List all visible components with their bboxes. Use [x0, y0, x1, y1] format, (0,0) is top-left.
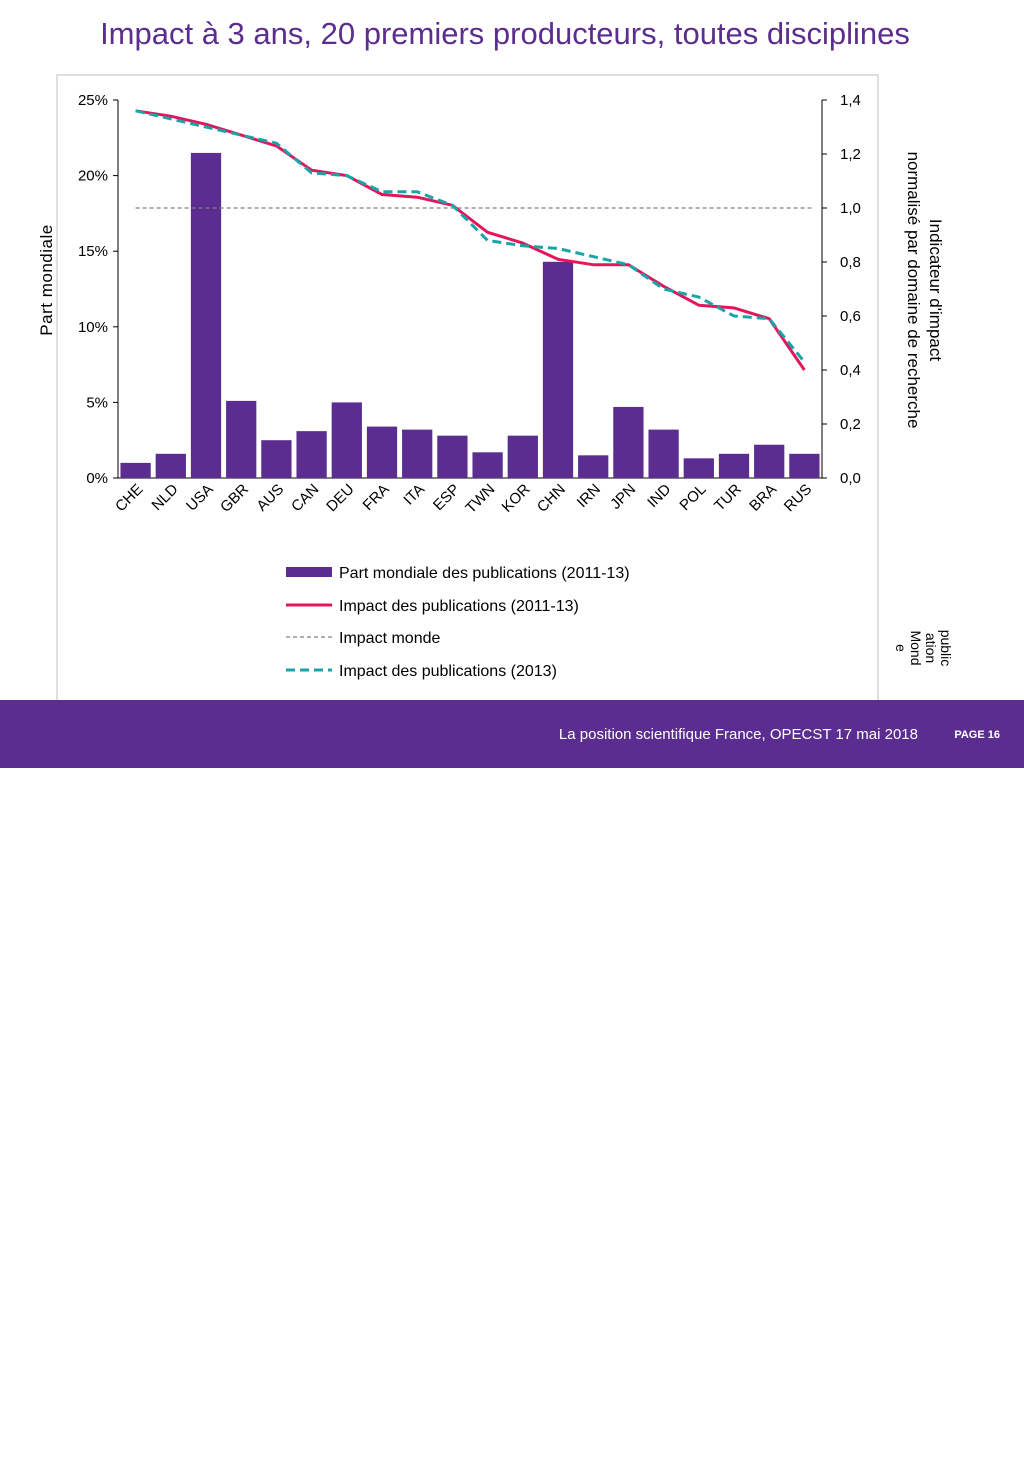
- x-tick-label: ESP: [430, 481, 463, 514]
- bar-esp: [437, 435, 468, 478]
- y2-tick-label: 1,0: [840, 200, 861, 217]
- y2-tick-label: 1,2: [840, 146, 861, 163]
- y2-tick-label: 0,0: [840, 470, 861, 487]
- bar-ita: [402, 429, 433, 478]
- x-tick-label: IND: [644, 481, 674, 511]
- y2-axis-title: Indicateur d'impact: [926, 219, 945, 361]
- legend-label: Impact des publications (2013): [339, 663, 557, 680]
- bar-twn: [472, 452, 503, 478]
- page-number: PAGE 16: [954, 729, 1000, 741]
- bar-che: [120, 462, 151, 478]
- y2-tick-label: 0,4: [840, 362, 861, 379]
- y-tick-label: 20%: [78, 168, 108, 185]
- y2-axis-title: normalisé par domaine de recherche: [904, 152, 923, 429]
- legend-swatch-bars: [286, 567, 332, 577]
- x-tick-label: POL: [676, 481, 709, 514]
- x-tick-label: CAN: [288, 481, 322, 515]
- y2-tick-label: 0,8: [840, 254, 861, 271]
- y2-tick-label: 1,4: [840, 92, 861, 109]
- legend-label: Impact des publications (2011-13): [339, 598, 579, 615]
- bar-nld: [155, 453, 186, 478]
- residual-text: ation: [923, 633, 939, 663]
- x-tick-label: NLD: [148, 481, 181, 514]
- x-tick-label: IRN: [574, 481, 604, 511]
- x-tick-label: RUS: [781, 481, 815, 515]
- hceres-logo: Hcéres: [31, 1411, 73, 1464]
- residual-text: e: [893, 644, 909, 652]
- x-tick-label: FRA: [360, 481, 393, 514]
- footer-text: La position scientifique France, OPECST …: [558, 726, 918, 743]
- x-tick-label: CHE: [112, 481, 146, 515]
- y-tick-label: 5%: [86, 394, 108, 411]
- bar-ind: [648, 429, 679, 478]
- x-tick-label: BRA: [746, 481, 780, 515]
- y2-tick-label: 0,2: [840, 416, 861, 433]
- bar-usa: [190, 152, 222, 479]
- residual-text: public: [938, 630, 954, 667]
- bar-can: [296, 431, 327, 478]
- y-tick-label: 10%: [78, 319, 108, 336]
- bar-irn: [578, 455, 609, 478]
- x-tick-label: USA: [183, 481, 217, 515]
- x-tick-label: TWN: [462, 481, 498, 517]
- bar-jpn: [613, 406, 644, 478]
- bar-chn: [542, 261, 574, 478]
- bar-bra: [754, 444, 785, 478]
- y-tick-label: 15%: [78, 243, 108, 260]
- chart-frame: [56, 74, 879, 700]
- chart: 0% 5% 10% 15% 20% 25% 0,0 0,2 0,4 0,6 0,8 1,0 1,2 1,…: [37, 74, 954, 700]
- legend-label: Impact monde: [339, 630, 440, 647]
- x-tick-label: JPN: [607, 481, 639, 513]
- residual-text: Mond: [908, 630, 924, 665]
- x-tick-label: ITA: [400, 481, 428, 509]
- y-tick-label: 25%: [78, 92, 108, 109]
- y-axis-title: Part mondiale: [37, 224, 56, 335]
- impact-2013-line: [135, 109, 806, 363]
- x-tick-label: CHN: [534, 481, 569, 516]
- bar-rus: [789, 453, 820, 478]
- slide-title: Impact à 3 ans, 20 premiers producteurs,…: [100, 16, 910, 51]
- bar-tur: [718, 453, 750, 478]
- bar-gbr: [226, 400, 257, 478]
- x-tick-label: DEU: [323, 481, 357, 515]
- x-tick-label: TUR: [711, 481, 745, 515]
- bar-aus: [261, 440, 292, 478]
- bar-kor: [507, 435, 538, 478]
- footer: Hcéres La position scientifique France, …: [0, 700, 1024, 1464]
- bar-deu: [331, 402, 362, 478]
- impact-2011-13-line: [135, 109, 806, 371]
- bar-pol: [683, 458, 714, 478]
- x-tick-label: KOR: [499, 481, 534, 516]
- y-tick-label: 0%: [86, 470, 108, 487]
- logo-text: Hcéres: [34, 1450, 69, 1464]
- bar-fra: [366, 426, 398, 478]
- x-tick-label: GBR: [217, 481, 252, 516]
- legend-label: Part mondiale des publications (2011-13): [339, 565, 630, 582]
- y2-tick-label: 0,6: [840, 308, 861, 325]
- x-tick-label: AUS: [253, 481, 287, 515]
